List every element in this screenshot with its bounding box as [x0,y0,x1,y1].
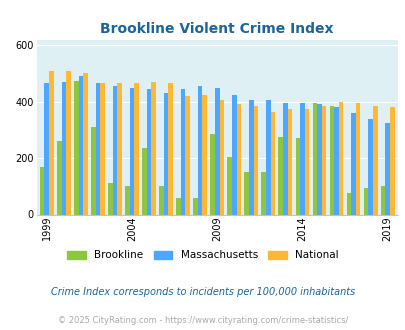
Bar [389,107,394,214]
Bar [321,106,326,214]
Bar [66,71,70,215]
Bar [74,81,78,214]
Bar [129,87,134,214]
Text: Crime Index corresponds to incidents per 100,000 inhabitants: Crime Index corresponds to incidents per… [51,287,354,297]
Bar [236,105,241,214]
Bar [108,183,112,214]
Bar [363,188,367,214]
Bar [134,83,139,214]
Bar [367,118,372,214]
Bar [227,157,231,214]
Bar [355,103,360,214]
Bar [384,123,389,214]
Bar [185,96,190,214]
Bar [125,186,129,214]
Bar [202,95,207,214]
Bar [45,83,49,214]
Legend: Brookline, Massachusetts, National: Brookline, Massachusetts, National [67,250,338,260]
Bar [287,109,292,214]
Bar [270,112,275,214]
Bar [95,83,100,214]
Bar [180,89,185,214]
Bar [214,87,219,214]
Bar [253,106,258,214]
Bar [338,102,343,214]
Bar [57,141,62,214]
Bar [49,71,53,215]
Bar [350,113,355,214]
Bar [100,83,104,214]
Bar [261,172,265,215]
Bar [329,106,333,214]
Bar [91,127,95,214]
Bar [333,107,338,214]
Bar [312,103,316,214]
Bar [197,86,202,214]
Bar [117,83,121,214]
Bar [83,74,87,215]
Bar [304,109,309,214]
Bar [112,86,117,214]
Bar [295,138,299,214]
Bar [380,186,384,214]
Bar [151,82,156,214]
Bar [316,105,321,214]
Bar [244,172,248,215]
Bar [248,100,253,214]
Bar [176,198,180,214]
Bar [210,134,214,214]
Bar [159,186,163,214]
Bar [163,93,168,214]
Bar [372,106,377,214]
Bar [78,76,83,214]
Bar [146,89,151,214]
Bar [142,148,146,214]
Text: © 2025 CityRating.com - https://www.cityrating.com/crime-statistics/: © 2025 CityRating.com - https://www.city… [58,315,347,325]
Bar [282,103,287,214]
Title: Brookline Violent Crime Index: Brookline Violent Crime Index [100,22,333,36]
Bar [62,82,66,214]
Bar [219,100,224,214]
Bar [231,95,236,214]
Bar [299,103,304,214]
Bar [40,167,45,214]
Bar [168,83,173,214]
Bar [265,100,270,214]
Bar [346,193,350,214]
Bar [278,137,282,214]
Bar [193,198,197,214]
